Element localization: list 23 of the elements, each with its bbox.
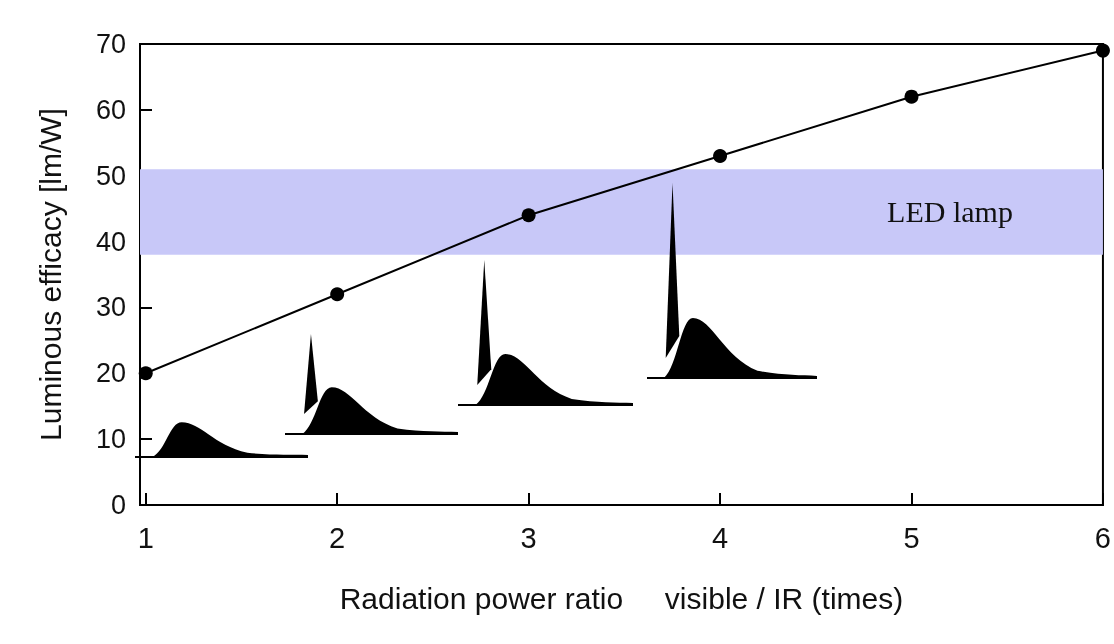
y-tick-label: 70 — [95, 29, 126, 59]
y-axis-title: Luminous efficacy [lm/W] — [33, 108, 67, 441]
point — [138, 366, 153, 381]
x-axis-title: Radiation power ratio visible / IR (times) — [339, 581, 904, 615]
y-tick-label: 30 — [95, 292, 126, 323]
y-tick-label: 50 — [95, 160, 126, 191]
point — [713, 148, 728, 163]
x-tick-label: 3 — [520, 521, 537, 554]
y-tick-label: 40 — [95, 226, 126, 257]
x-tick-label: 4 — [711, 521, 729, 554]
y-tick-label: 10 — [95, 424, 126, 455]
x-tick-label: 6 — [1094, 521, 1112, 554]
x-tick-label: 5 — [903, 521, 920, 554]
y-tick-label: 20 — [95, 358, 126, 389]
y-tick-label: 60 — [95, 94, 126, 125]
x-tick-label: 1 — [137, 521, 154, 554]
x-tick-label: 2 — [329, 521, 346, 554]
point — [904, 89, 919, 104]
band-label: LED lamp — [887, 195, 1013, 229]
point — [521, 208, 536, 223]
point — [330, 287, 345, 302]
point — [1095, 43, 1110, 58]
y-tick-label: 0 — [110, 490, 126, 520]
